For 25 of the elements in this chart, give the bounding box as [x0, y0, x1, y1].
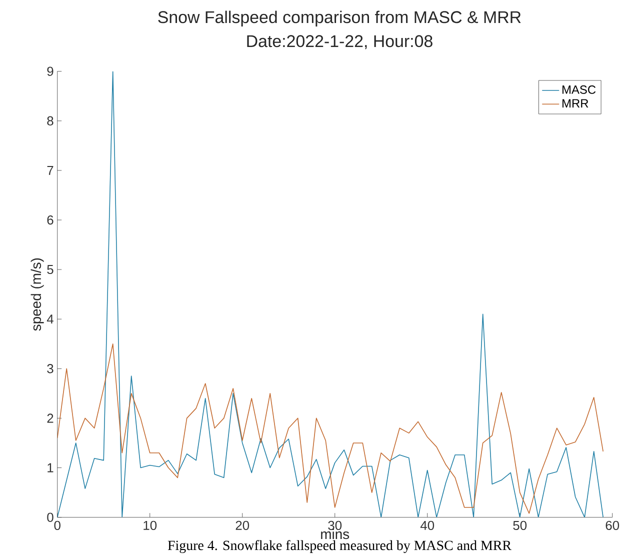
chart-subtitle: Date:2022-1-22, Hour:08 — [247, 35, 432, 50]
caption: Figure 4. Snowflake fallspeed measured by MASC and MRR — [168, 540, 512, 553]
x-axis-title: mins — [321, 528, 350, 540]
x-tick-label: 40 — [420, 520, 434, 530]
x-tick-label: 30 — [328, 520, 342, 530]
y-tick-label: 3 — [47, 364, 54, 374]
x-tick-label: 50 — [513, 520, 527, 530]
y-axis-title: speed (m/s) — [30, 258, 44, 331]
y-tick-label: 0 — [47, 512, 54, 522]
y-tick-label: 6 — [47, 215, 54, 225]
y-tick-label: 7 — [47, 166, 54, 175]
y-tick-label: 9 — [47, 66, 54, 76]
chart-title: Snow Fallspeed comparison from MASC & MRR — [158, 10, 521, 27]
x-tick-label: 10 — [144, 520, 157, 530]
y-tick-label: 1 — [48, 463, 54, 472]
y-tick-label: 4 — [46, 314, 54, 324]
x-tick-label: 20 — [236, 520, 250, 530]
legend-label: MASC — [562, 85, 596, 94]
x-tick-label: 0 — [54, 520, 60, 530]
x-tick-label: 60 — [606, 520, 620, 530]
y-tick-label: 5 — [47, 265, 54, 274]
line-series — [57, 343, 604, 514]
y-tick-label: 8 — [47, 116, 54, 126]
y-tick-label: 2 — [47, 414, 54, 423]
legend-label: MRR — [562, 99, 588, 108]
